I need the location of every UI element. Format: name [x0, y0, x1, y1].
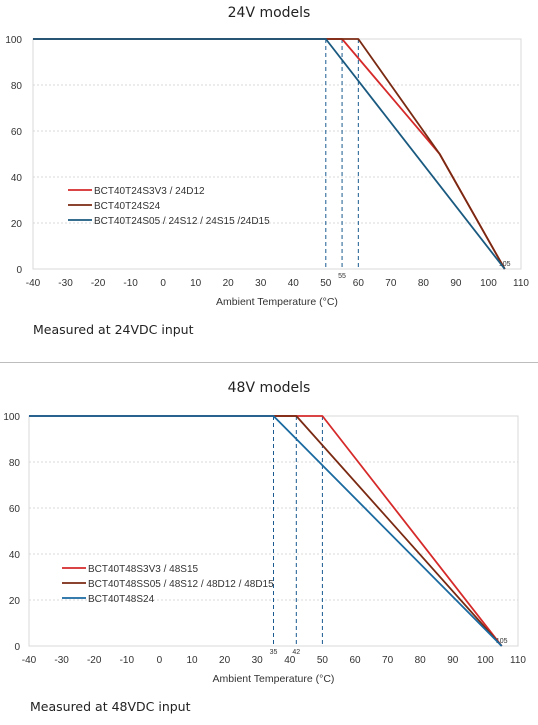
chart-1-note: Measured at 24VDC input: [33, 322, 194, 337]
y-tick-label: 40: [11, 173, 23, 184]
legend-label: BCT40T48S3V3 / 48S15: [88, 564, 199, 575]
y-tick-label: 60: [9, 504, 21, 515]
x-tick-label: 90: [447, 655, 459, 666]
chart-24v: 0 20 40 60 80 100 -40 -30 -20 -10 0 10 20 30 40 50 60 70 8…: [5, 35, 529, 308]
series-line: [33, 38, 506, 270]
series-line: [29, 415, 503, 647]
x-tick-label: 0: [160, 278, 166, 289]
x-tick-label: 30: [255, 278, 267, 289]
y-tick-label: 0: [16, 265, 22, 276]
series-line: [29, 415, 503, 647]
x-axis-label: Ambient Temperature (°C): [216, 296, 338, 308]
marker-label: 42: [292, 649, 300, 656]
x-tick-label: 100: [477, 655, 494, 666]
x-tick-label: 50: [317, 655, 329, 666]
x-tick-label: -40: [22, 655, 37, 666]
x-tick-label: 20: [223, 278, 235, 289]
plot-area: [32, 38, 522, 270]
panel-divider: [0, 362, 538, 363]
marker-label: 35: [270, 649, 278, 656]
y-tick-label: 80: [11, 81, 23, 92]
x-tick-label: 30: [252, 655, 264, 666]
x-axis-label: Ambient Temperature (°C): [213, 673, 335, 685]
x-tick-label: 20: [219, 655, 231, 666]
x-tick-label: 90: [450, 278, 462, 289]
x-tick-label: 40: [288, 278, 300, 289]
y-tick-label: 20: [11, 219, 23, 230]
x-tick-label: 10: [190, 278, 202, 289]
legend-label: BCT40T24S05 / 24S12 / 24S15 /24D15: [94, 216, 270, 227]
x-tick-label: 50: [320, 278, 332, 289]
x-tick-label: 60: [349, 655, 361, 666]
y-tick-label: 60: [11, 127, 23, 138]
y-tick-label: 0: [14, 642, 20, 653]
x-tick-label: -20: [87, 655, 102, 666]
x-tick-label: -20: [91, 278, 106, 289]
x-tick-label: 70: [382, 655, 394, 666]
legend-label: BCT40T24S24: [94, 201, 161, 212]
series-line: [33, 38, 506, 270]
x-tick-label: 80: [418, 278, 430, 289]
x-tick-label: 60: [353, 278, 365, 289]
marker-label: 55: [338, 273, 346, 280]
x-tick-label: -10: [120, 655, 135, 666]
marker-label: 105: [499, 261, 511, 268]
chart-48v: 0 20 40 60 80 100 -40 -30 -20 -10 0 10 20 30 40 50 60 70 8…: [3, 412, 526, 685]
y-tick-label: 20: [9, 596, 21, 607]
x-tick-label: -10: [123, 278, 138, 289]
x-tick-label: -30: [58, 278, 73, 289]
y-tick-label: 100: [5, 35, 22, 46]
legend-label: BCT40T24S3V3 / 24D12: [94, 186, 205, 197]
series-line: [29, 415, 503, 647]
chart-2-title: 48V models: [227, 380, 311, 396]
x-tick-label: -40: [26, 278, 41, 289]
legend-label: BCT40T48SS05 / 48S12 / 48D12 / 48D15: [88, 579, 274, 590]
legend-label: BCT40T48S24: [88, 594, 155, 605]
x-tick-label: -30: [54, 655, 69, 666]
y-tick-label: 40: [9, 550, 21, 561]
x-tick-label: 0: [157, 655, 163, 666]
marker-label: 105: [496, 638, 508, 645]
y-tick-label: 100: [3, 412, 20, 423]
x-tick-label: 70: [385, 278, 397, 289]
chart-2-note: Measured at 48VDC input: [30, 699, 191, 714]
x-tick-label: 80: [415, 655, 427, 666]
series-line: [33, 38, 506, 270]
x-tick-label: 10: [186, 655, 198, 666]
x-tick-label: 110: [510, 655, 526, 666]
x-tick-label: 100: [480, 278, 497, 289]
x-tick-label: 40: [284, 655, 296, 666]
x-tick-label: 110: [513, 278, 529, 289]
y-tick-label: 80: [9, 458, 21, 469]
chart-1-title: 24V models: [227, 5, 311, 21]
